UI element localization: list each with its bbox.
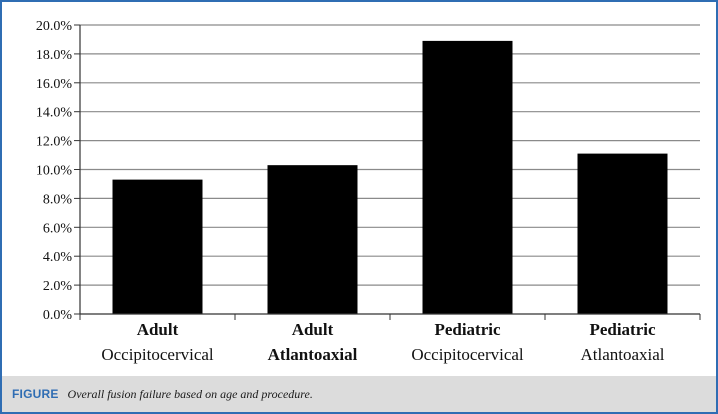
chart-area: 0.0% 2.0% 4.0% 6.0% 8.0% 10.0% 12.0% 14.0% 16.0%… [2, 2, 716, 374]
x-category-label-line1: Pediatric [589, 320, 656, 339]
y-tick-label: 10.0% [36, 164, 73, 179]
bar [577, 153, 668, 314]
y-tick-label: 2.0% [43, 279, 73, 294]
caption-text: Overall fusion failure based on age and … [67, 387, 313, 401]
y-tick-label: 4.0% [43, 250, 73, 265]
x-category-label-line2: Atlantoaxial [268, 345, 358, 364]
x-category-label-line1: Adult [292, 320, 334, 339]
axes [79, 25, 701, 320]
x-category-label-line2: Atlantoaxial [580, 345, 664, 364]
y-tick-label: 8.0% [43, 192, 73, 207]
x-axis-labels: Adult Occipitocervical Adult Atlantoaxial Pe… [101, 320, 664, 364]
y-tick-label: 12.0% [36, 135, 73, 150]
x-category-label-line2: Occipitocervical [411, 345, 524, 364]
x-category-label-line2: Occipitocervical [101, 345, 214, 364]
x-category-label-line1: Pediatric [434, 320, 501, 339]
x-category-label-line1: Adult [137, 320, 179, 339]
y-tick-label: 18.0% [36, 48, 73, 63]
y-tick-label: 0.0% [43, 308, 73, 323]
bar [267, 165, 358, 314]
y-tick-label: 16.0% [36, 77, 73, 92]
caption-tag: FIGURE [12, 387, 59, 401]
y-tick-label: 14.0% [36, 106, 73, 121]
bar-chart: 0.0% 2.0% 4.0% 6.0% 8.0% 10.0% 12.0% 14.0% 16.0%… [36, 19, 701, 364]
y-tick-label: 6.0% [43, 221, 73, 236]
y-tick-label: 20.0% [36, 19, 73, 34]
y-axis-ticks: 0.0% 2.0% 4.0% 6.0% 8.0% 10.0% 12.0% 14.0% 16.0%… [36, 19, 80, 323]
bar [422, 40, 513, 315]
bars [112, 40, 668, 315]
figure-caption: FIGURE Overall fusion failure based on a… [2, 376, 716, 412]
bar [112, 179, 203, 314]
